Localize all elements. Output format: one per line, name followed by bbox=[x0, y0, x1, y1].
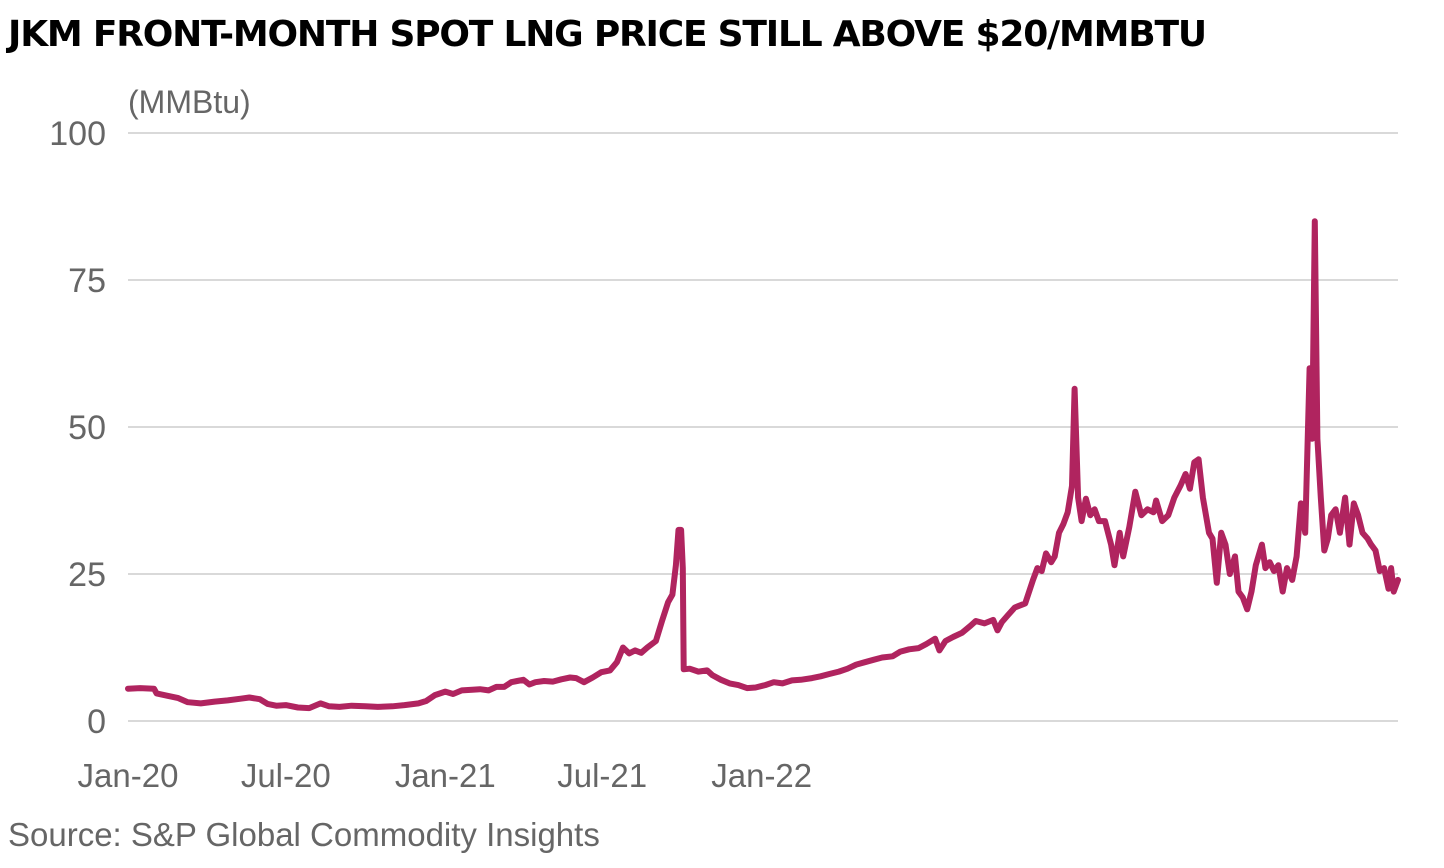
x-tick-label: Jul-21 bbox=[557, 757, 647, 794]
x-axis: Jan-20 Jul-20 Jan-21 Jul-21 Jan-22 bbox=[78, 757, 813, 794]
series-line-jkm-price bbox=[125, 218, 1401, 712]
y-tick-label: 50 bbox=[68, 409, 106, 447]
source-note: Source: S&P Global Commodity Insights bbox=[8, 816, 600, 853]
chart-title: JKM FRONT-MONTH SPOT LNG PRICE STILL ABO… bbox=[8, 14, 1207, 55]
x-tick-label: Jul-20 bbox=[241, 757, 331, 794]
gridlines bbox=[128, 132, 1398, 722]
y-tick-label: 100 bbox=[49, 115, 106, 153]
x-tick-label: Jan-20 bbox=[78, 757, 179, 794]
y-unit-label: (MMBtu) bbox=[128, 84, 251, 120]
y-axis: 0 25 50 75 100 bbox=[49, 115, 106, 741]
y-tick-label: 75 bbox=[68, 262, 106, 300]
x-tick-label: Jan-22 bbox=[711, 757, 812, 794]
x-tick-label: Jan-21 bbox=[395, 757, 496, 794]
y-tick-label: 25 bbox=[68, 556, 106, 594]
y-tick-label: 0 bbox=[87, 703, 106, 741]
